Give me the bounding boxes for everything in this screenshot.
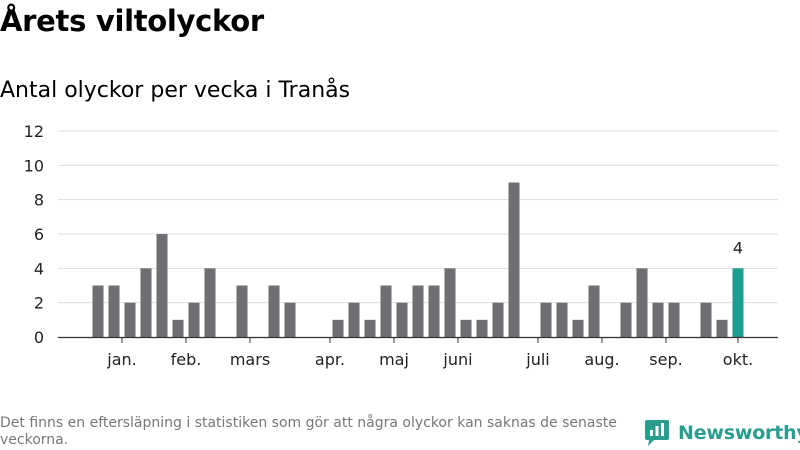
bar xyxy=(396,302,408,337)
bar xyxy=(108,285,120,337)
bar xyxy=(636,268,648,337)
x-tick-label: jan. xyxy=(106,350,136,369)
x-tick-label: juni xyxy=(442,350,472,369)
bar xyxy=(140,268,152,337)
bar xyxy=(588,285,600,337)
bar xyxy=(460,319,472,337)
bar xyxy=(508,182,520,337)
bar xyxy=(668,302,680,337)
bar xyxy=(492,302,504,337)
bar xyxy=(700,302,712,337)
bar-highlighted xyxy=(732,268,744,337)
y-tick-label: 12 xyxy=(24,122,44,141)
bar xyxy=(236,285,248,337)
bar xyxy=(156,234,168,337)
bar xyxy=(92,285,104,337)
x-tick-label: juli xyxy=(525,350,549,369)
brand-logo: Newsworthy xyxy=(644,419,800,447)
x-tick-label: feb. xyxy=(171,350,202,369)
bar xyxy=(348,302,360,337)
brand-name: Newsworthy xyxy=(678,422,800,444)
bar xyxy=(652,302,664,337)
bar xyxy=(620,302,632,337)
bar xyxy=(172,319,184,337)
bar-chart: 0 2 4 6 8 10 12 jan. feb. mars apr. maj juni juli aug.… xyxy=(24,122,778,369)
bar xyxy=(380,285,392,337)
x-tick-label: aug. xyxy=(584,350,619,369)
bar xyxy=(572,319,584,337)
x-tick-label: sep. xyxy=(649,350,682,369)
bar xyxy=(284,302,296,337)
x-tick-label: apr. xyxy=(315,350,345,369)
bar xyxy=(124,302,136,337)
bar xyxy=(556,302,568,337)
bar xyxy=(188,302,200,337)
newsworthy-logo-icon xyxy=(645,420,669,446)
y-tick-label: 4 xyxy=(34,259,44,278)
x-tick-label: maj xyxy=(379,350,409,369)
y-tick-label: 10 xyxy=(24,156,44,175)
y-tick-label: 6 xyxy=(34,225,44,244)
chart-title: Årets viltolyckor xyxy=(0,4,264,38)
y-tick-label: 2 xyxy=(34,294,44,313)
data-label: 4 xyxy=(733,238,743,257)
bar xyxy=(444,268,456,337)
bar xyxy=(428,285,440,337)
bar xyxy=(364,319,376,337)
chart-subtitle: Antal olyckor per vecka i Tranås xyxy=(0,78,351,103)
bar xyxy=(412,285,424,337)
bar xyxy=(540,302,552,337)
bar xyxy=(268,285,280,337)
footnote: Det finns en eftersläpning i statistiken… xyxy=(0,415,617,448)
bar xyxy=(204,268,216,337)
bar xyxy=(332,319,344,337)
y-tick-label: 0 xyxy=(34,328,44,347)
bar xyxy=(476,319,488,337)
x-tick-label: mars xyxy=(230,350,270,369)
x-tick-label: okt. xyxy=(723,350,753,369)
bar xyxy=(716,319,728,337)
y-tick-label: 8 xyxy=(34,191,44,210)
